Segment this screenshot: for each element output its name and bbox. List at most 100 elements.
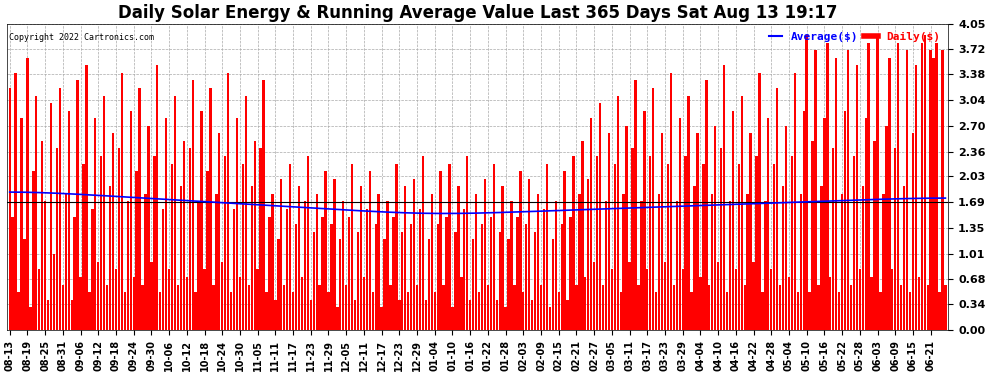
Bar <box>368 171 371 330</box>
Bar <box>635 81 637 330</box>
Bar <box>209 88 212 330</box>
Bar <box>428 239 430 330</box>
Bar <box>313 232 315 330</box>
Bar <box>233 209 236 330</box>
Bar <box>493 164 495 330</box>
Bar <box>894 148 896 330</box>
Bar <box>328 292 330 330</box>
Bar <box>271 194 273 330</box>
Bar <box>359 186 362 330</box>
Bar <box>124 292 126 330</box>
Bar <box>681 270 684 330</box>
Bar <box>838 292 841 330</box>
Bar <box>687 96 690 330</box>
Bar <box>82 164 85 330</box>
Bar <box>661 134 663 330</box>
Bar <box>835 58 838 330</box>
Bar <box>422 156 424 330</box>
Bar <box>699 277 702 330</box>
Bar <box>139 88 141 330</box>
Bar <box>629 262 631 330</box>
Bar <box>142 285 144 330</box>
Bar <box>41 141 44 330</box>
Bar <box>236 118 239 330</box>
Bar <box>386 201 389 330</box>
Bar <box>446 216 447 330</box>
Bar <box>94 118 96 330</box>
Bar <box>773 164 775 330</box>
Bar <box>180 186 182 330</box>
Bar <box>121 73 123 330</box>
Bar <box>611 270 613 330</box>
Bar <box>215 194 218 330</box>
Bar <box>410 224 412 330</box>
Bar <box>380 307 383 330</box>
Bar <box>304 201 306 330</box>
Bar <box>212 285 215 330</box>
Bar <box>188 148 191 330</box>
Bar <box>912 134 914 330</box>
Bar <box>67 111 70 330</box>
Bar <box>127 201 129 330</box>
Bar <box>106 285 108 330</box>
Bar <box>732 111 734 330</box>
Bar <box>516 216 519 330</box>
Bar <box>752 262 754 330</box>
Bar <box>669 73 672 330</box>
Bar <box>918 277 920 330</box>
Bar <box>632 148 634 330</box>
Bar <box>867 43 870 330</box>
Bar <box>782 186 784 330</box>
Bar <box>870 277 873 330</box>
Bar <box>133 277 135 330</box>
Bar <box>531 300 534 330</box>
Bar <box>626 126 628 330</box>
Bar <box>667 164 669 330</box>
Bar <box>197 201 200 330</box>
Bar <box>319 285 321 330</box>
Bar <box>522 292 525 330</box>
Bar <box>596 156 598 330</box>
Bar <box>738 164 740 330</box>
Bar <box>298 186 300 330</box>
Bar <box>268 216 270 330</box>
Bar <box>451 307 453 330</box>
Bar <box>638 285 640 330</box>
Bar <box>347 216 350 330</box>
Bar <box>641 201 643 330</box>
Bar <box>649 156 651 330</box>
Bar <box>723 65 726 330</box>
Bar <box>457 186 459 330</box>
Bar <box>507 239 510 330</box>
Bar <box>534 232 537 330</box>
Bar <box>879 292 882 330</box>
Bar <box>221 262 224 330</box>
Bar <box>194 292 197 330</box>
Bar <box>168 270 170 330</box>
Bar <box>714 126 717 330</box>
Bar <box>599 103 601 330</box>
Bar <box>460 277 462 330</box>
Bar <box>29 307 32 330</box>
Bar <box>803 111 805 330</box>
Bar <box>617 96 619 330</box>
Bar <box>165 118 167 330</box>
Bar <box>505 307 507 330</box>
Bar <box>425 300 427 330</box>
Bar <box>852 156 855 330</box>
Bar <box>353 300 356 330</box>
Text: Copyright 2022 Cartronics.com: Copyright 2022 Cartronics.com <box>9 33 153 42</box>
Bar <box>605 201 607 330</box>
Bar <box>861 186 864 330</box>
Bar <box>936 43 938 330</box>
Bar <box>148 126 149 330</box>
Bar <box>88 292 91 330</box>
Bar <box>806 35 808 330</box>
Bar <box>593 262 595 330</box>
Bar <box>331 224 333 330</box>
Bar <box>693 186 696 330</box>
Bar <box>726 292 729 330</box>
Bar <box>377 194 380 330</box>
Bar <box>395 164 398 330</box>
Bar <box>551 239 554 330</box>
